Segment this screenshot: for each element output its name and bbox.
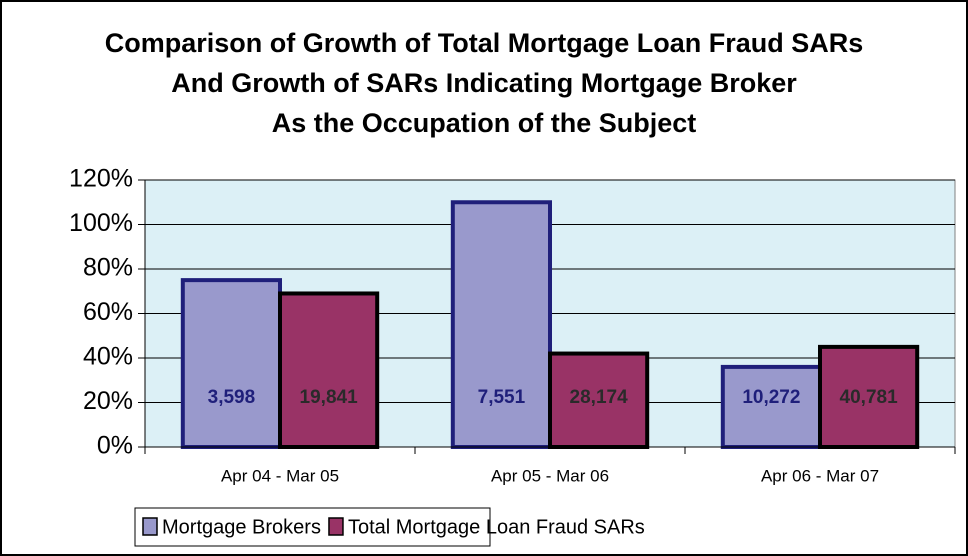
x-tick-label: Apr 05 - Mar 06: [491, 466, 609, 485]
chart-title: And Growth of SARs Indicating Mortgage B…: [171, 68, 797, 98]
bar-label: 7,551: [478, 387, 526, 408]
y-tick-label: 60%: [83, 298, 133, 326]
bar: [450, 200, 552, 449]
y-tick-label: 120%: [69, 165, 133, 193]
bar: [720, 364, 822, 449]
y-tick-label: 100%: [69, 209, 133, 237]
y-tick-label: 80%: [83, 254, 133, 282]
chart-title: As the Occupation of the Subject: [272, 108, 697, 138]
bar-label: 28,174: [570, 387, 629, 408]
bar-label: 40,781: [840, 387, 899, 408]
legend: [134, 507, 491, 547]
bar-label: 19,841: [300, 387, 359, 408]
y-tick-label: 0%: [97, 432, 133, 460]
bar: [180, 278, 282, 449]
bar: [278, 291, 380, 449]
bar-label: 3,598: [208, 387, 256, 408]
legend-label: Mortgage Brokers: [162, 516, 321, 538]
x-tick-label: Apr 04 - Mar 05: [221, 466, 339, 485]
y-tick-label: 20%: [83, 387, 133, 415]
legend-swatch: [328, 517, 344, 536]
chart-title: Comparison of Growth of Total Mortgage L…: [105, 28, 864, 58]
legend-label: Total Mortgage Loan Fraud SARs: [348, 516, 645, 538]
bar: [548, 351, 650, 449]
bar-label: 10,272: [742, 387, 800, 408]
y-tick-label: 40%: [83, 343, 133, 371]
bar: [818, 344, 920, 449]
x-tick-label: Apr 06 - Mar 07: [761, 466, 879, 485]
legend-swatch: [142, 517, 158, 536]
